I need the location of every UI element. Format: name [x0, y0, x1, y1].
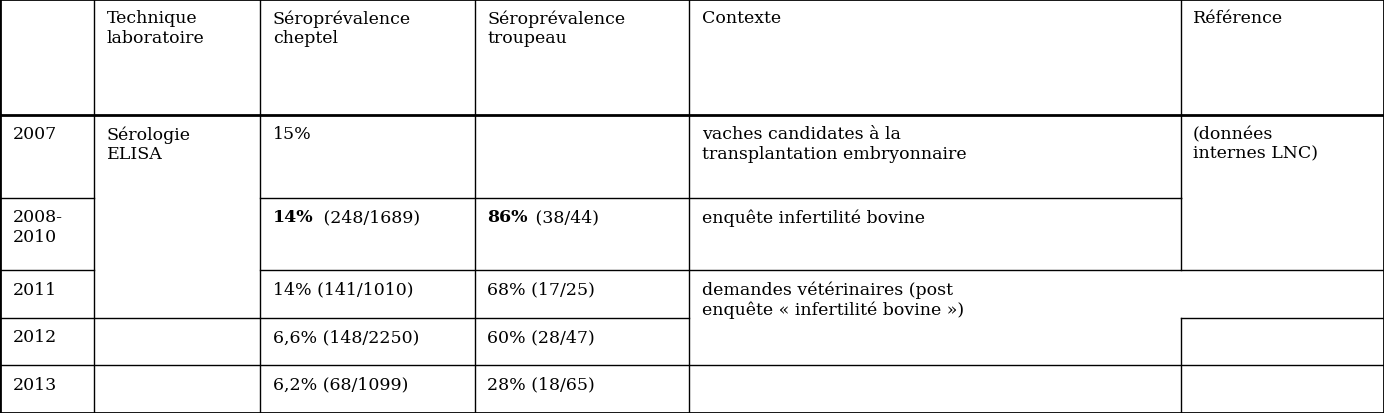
Text: enquête infertilité bovine: enquête infertilité bovine [702, 209, 925, 226]
Text: Technique
laboratoire: Technique laboratoire [107, 10, 205, 47]
Text: 2012: 2012 [12, 328, 57, 345]
Text: 86%: 86% [487, 209, 527, 225]
Text: 68% (17/25): 68% (17/25) [487, 281, 595, 298]
Text: demandes vétérinaires (post
enquête « infertilité bovine »): demandes vétérinaires (post enquête « in… [702, 281, 963, 318]
Text: Séroprévalence
troupeau: Séroprévalence troupeau [487, 10, 626, 47]
Text: vaches candidates à la
transplantation embryonnaire: vaches candidates à la transplantation e… [702, 126, 966, 162]
Text: Séroprévalence
cheptel: Séroprévalence cheptel [273, 10, 411, 47]
Text: 28% (18/65): 28% (18/65) [487, 376, 595, 393]
Text: 60% (28/47): 60% (28/47) [487, 328, 595, 345]
Text: 6,2% (68/1099): 6,2% (68/1099) [273, 376, 408, 393]
Text: (38/44): (38/44) [530, 209, 599, 225]
Text: 2011: 2011 [12, 281, 57, 298]
Text: 15%: 15% [273, 126, 311, 143]
Text: 2007: 2007 [12, 126, 57, 143]
Text: 2008-
2010: 2008- 2010 [12, 209, 62, 245]
Text: 14% (141/1010): 14% (141/1010) [273, 281, 414, 298]
Text: Contexte: Contexte [702, 10, 781, 27]
Text: (données
internes LNC): (données internes LNC) [1193, 126, 1318, 162]
Text: Sérologie
ELISA: Sérologie ELISA [107, 126, 191, 163]
Text: 2013: 2013 [12, 376, 57, 393]
Text: Référence: Référence [1193, 10, 1283, 27]
Text: (248/1689): (248/1689) [318, 209, 421, 225]
Text: 14%: 14% [273, 209, 313, 225]
Text: 6,6% (148/2250): 6,6% (148/2250) [273, 328, 419, 345]
